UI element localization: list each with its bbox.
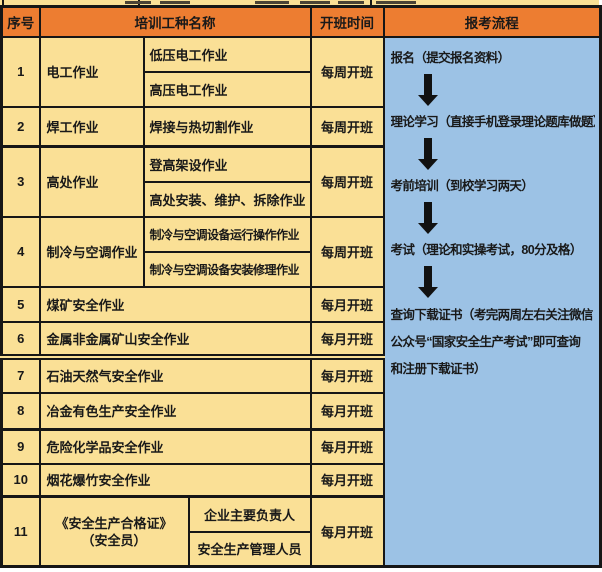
row-number: 3 bbox=[0, 145, 41, 218]
cropped-text-remnant bbox=[300, 1, 330, 4]
down-arrow-icon bbox=[417, 265, 439, 298]
flow-step-certificate-line: 和注册下载证书） bbox=[390, 361, 487, 376]
table-row: 5 煤矿安全作业 每月开班 bbox=[0, 285, 601, 323]
sub-course: 高压电工作业 bbox=[142, 70, 312, 108]
course-name: 烟花爆竹安全作业 bbox=[38, 462, 312, 498]
down-arrow-icon bbox=[417, 73, 439, 106]
table-row: 11 《安全生产合格证》 （安全员） 企业主要负责人 每月开班 bbox=[0, 495, 601, 568]
course-name: 《安全生产合格证》 （安全员） bbox=[38, 495, 190, 568]
row-number: 1 bbox=[0, 35, 41, 108]
table-row: 8 冶金有色生产安全作业 每月开班 bbox=[0, 391, 601, 431]
schedule: 每周开班 bbox=[309, 35, 385, 108]
cropped-text-remnant bbox=[376, 1, 416, 4]
col-header-course-name: 培训工种名称 bbox=[38, 5, 312, 38]
col-header-serial: 序号 bbox=[0, 5, 41, 38]
course-name: 焊工作业 bbox=[38, 105, 145, 148]
sub-course: 安全生产管理人员 bbox=[187, 530, 312, 568]
row-number: 9 bbox=[0, 428, 41, 465]
course-name: 高处作业 bbox=[38, 145, 145, 218]
schedule: 每月开班 bbox=[309, 495, 385, 568]
schedule: 每周开班 bbox=[309, 105, 385, 148]
table-row: 1 电工作业 低压电工作业 每周开班 报名（提交报名资料） 理论学习（直接手机登… bbox=[0, 35, 602, 568]
table-row: 10 烟花爆竹安全作业 每月开班 bbox=[0, 462, 601, 498]
row-number: 5 bbox=[0, 285, 41, 323]
flow-step-certificate-line: 公众号“国家安全生产考试”即可查询 bbox=[390, 334, 581, 349]
schedule: 每月开班 bbox=[309, 462, 385, 498]
table-row: 2 焊工作业 焊接与热切割作业 每周开班 bbox=[0, 105, 601, 148]
schedule: 每月开班 bbox=[309, 320, 385, 358]
schedule: 每周开班 bbox=[309, 145, 385, 218]
course-name: 石油天然气安全作业 bbox=[38, 353, 312, 394]
sub-course: 低压电工作业 bbox=[142, 35, 312, 73]
course-name: 电工作业 bbox=[38, 35, 145, 108]
table-row: 9 危险化学品安全作业 每月开班 bbox=[0, 428, 601, 465]
down-arrow-icon bbox=[417, 201, 439, 234]
course-name: 危险化学品安全作业 bbox=[38, 428, 312, 465]
flow-step-signup: 报名（提交报名资料） bbox=[390, 50, 511, 65]
sub-course: 制冷与空调设备运行操作作业 bbox=[142, 215, 312, 253]
table-row: 6 金属非金属矿山安全作业 每月开班 bbox=[0, 320, 601, 358]
flow-step-exam: 考试（理论和实操考试，80分及格） bbox=[390, 242, 583, 257]
schedule: 每月开班 bbox=[309, 285, 385, 323]
sub-course: 焊接与热切割作业 bbox=[142, 105, 312, 148]
table-row: 高压电工作业 bbox=[2, 70, 601, 108]
remnant-border bbox=[370, 0, 372, 5]
remnant-border bbox=[2, 0, 4, 5]
flow-step-certificate-line: 查询下载证书（考完两周左右关注微信 bbox=[390, 307, 594, 322]
course-name: 煤矿安全作业 bbox=[38, 285, 312, 323]
row-number: 4 bbox=[0, 215, 41, 288]
cropped-row-remnant bbox=[0, 0, 599, 5]
sub-course: 登高架设作业 bbox=[142, 145, 312, 183]
certificate-name-line: 《安全生产合格证》 bbox=[55, 515, 173, 531]
certificate-name-line: （安全员） bbox=[81, 532, 147, 548]
schedule: 每月开班 bbox=[309, 391, 385, 431]
sub-course: 制冷与空调设备安装修理作业 bbox=[142, 250, 312, 288]
row-number: 6 bbox=[0, 320, 41, 358]
cropped-text-remnant bbox=[125, 1, 151, 4]
cropped-text-remnant bbox=[160, 1, 190, 4]
table-header-row: 序号 培训工种名称 开班时间 报考流程 bbox=[0, 5, 602, 38]
sub-course: 高处安装、维护、拆除作业 bbox=[142, 180, 312, 218]
col-header-process: 报考流程 bbox=[382, 5, 602, 38]
sub-course: 企业主要负责人 bbox=[187, 495, 312, 533]
flow-step-theory: 理论学习（直接手机登录理论题库做题） bbox=[390, 114, 596, 129]
table-row: 安全生产管理人员 bbox=[2, 530, 601, 568]
cropped-text-remnant bbox=[255, 1, 289, 4]
row-number: 10 bbox=[0, 462, 41, 498]
training-course-table: 序号 培训工种名称 开班时间 报考流程 1 电工作业 低压电工作业 每周开班 报… bbox=[0, 5, 602, 568]
schedule: 每周开班 bbox=[309, 215, 385, 288]
course-name: 制冷与空调作业 bbox=[38, 215, 145, 288]
col-header-schedule: 开班时间 bbox=[309, 5, 385, 38]
table-row: 4 制冷与空调作业 制冷与空调设备运行操作作业 每周开班 bbox=[0, 215, 601, 288]
flow-step-pre-exam-training: 考前培训（到校学习两天） bbox=[390, 178, 534, 193]
schedule: 每月开班 bbox=[309, 353, 385, 394]
table-row: 制冷与空调设备安装修理作业 bbox=[2, 250, 601, 288]
table-row: 3 高处作业 登高架设作业 每周开班 bbox=[0, 145, 601, 218]
registration-process-flow: 报名（提交报名资料） 理论学习（直接手机登录理论题库做题） 考前培训（到校学习两… bbox=[386, 39, 599, 378]
table-row: 7 石油天然气安全作业 每月开班 bbox=[0, 353, 601, 394]
course-name: 金属非金属矿山安全作业 bbox=[38, 320, 312, 358]
table-row: 高处安装、维护、拆除作业 bbox=[2, 180, 601, 218]
row-number: 7 bbox=[0, 353, 41, 394]
row-number: 2 bbox=[0, 105, 41, 148]
down-arrow-icon bbox=[417, 137, 439, 170]
schedule: 每月开班 bbox=[309, 428, 385, 465]
course-name: 冶金有色生产安全作业 bbox=[38, 391, 312, 431]
registration-process-cell: 报名（提交报名资料） 理论学习（直接手机登录理论题库做题） 考前培训（到校学习两… bbox=[382, 35, 602, 568]
row-number: 11 bbox=[0, 495, 41, 568]
flow-step-certificate: 查询下载证书（考完两周左右关注微信 公众号“国家安全生产考试”即可查询 和注册下… bbox=[391, 306, 596, 378]
row-number: 8 bbox=[0, 391, 41, 431]
cropped-text-remnant bbox=[338, 1, 364, 4]
